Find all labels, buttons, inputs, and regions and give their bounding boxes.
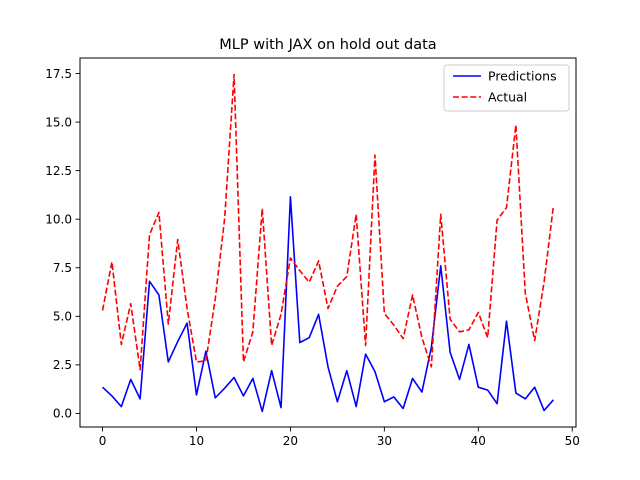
- y-tick-label: 7.5: [53, 261, 72, 275]
- x-tick-label: 50: [565, 434, 580, 448]
- legend-label-predictions: Predictions: [488, 69, 557, 84]
- plot-frame: [79, 57, 577, 428]
- legend: Predictions Actual: [443, 64, 570, 112]
- y-tick-label: 2.5: [53, 358, 72, 372]
- y-axis: 0.0 2.5 5.0 7.5 10.0 12.5 15.0 17.5: [45, 67, 80, 421]
- x-axis: 0 10 20 30 40 50: [99, 427, 580, 448]
- y-tick-label: 15.0: [45, 115, 72, 129]
- y-tick-label: 5.0: [53, 310, 72, 324]
- y-tick-label: 0.0: [53, 407, 72, 421]
- y-tick-label: 17.5: [45, 67, 72, 81]
- chart-title: MLP with JAX on hold out data: [219, 37, 436, 53]
- series-layer: [101, 73, 555, 413]
- x-tick-label: 10: [189, 434, 204, 448]
- x-tick-label: 40: [471, 434, 486, 448]
- series-line-predictions: [102, 196, 555, 413]
- x-tick-label: 20: [283, 434, 298, 448]
- series-line-actual: [101, 73, 555, 371]
- y-tick-label: 10.0: [45, 212, 72, 226]
- x-tick-label: 0: [99, 434, 107, 448]
- y-tick-label: 12.5: [45, 164, 72, 178]
- x-tick-label: 30: [377, 434, 392, 448]
- legend-label-actual: Actual: [488, 90, 527, 105]
